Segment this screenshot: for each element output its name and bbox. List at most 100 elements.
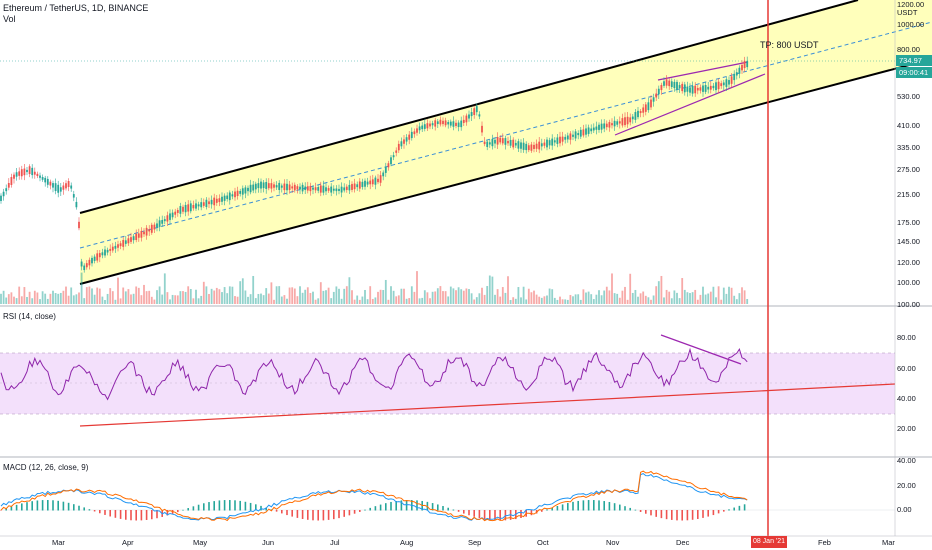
- candle-body: [652, 97, 655, 102]
- volume-bar: [23, 287, 26, 304]
- candle-body: [741, 64, 743, 71]
- volume-bar: [423, 290, 426, 304]
- symbol-title[interactable]: Ethereum / TetherUS, 1D, BINANCE: [3, 3, 149, 13]
- macd-histogram-bar: [281, 510, 283, 514]
- volume-bar: [470, 293, 473, 304]
- candle-body: [114, 245, 117, 249]
- candle-body: [384, 166, 387, 173]
- target-annotation[interactable]: TP: 800 USDT: [760, 40, 819, 50]
- candle-body: [208, 201, 210, 205]
- channel-lower-line[interactable]: [79, 58, 932, 285]
- rsi-line[interactable]: [0, 347, 748, 401]
- candle-body: [249, 184, 252, 193]
- macd-histogram-bar: [52, 500, 54, 511]
- candle-body: [546, 139, 548, 148]
- volume-bar: [91, 288, 93, 304]
- candle-body: [23, 168, 26, 176]
- volume-bar: [327, 287, 330, 304]
- candle-body: [439, 119, 442, 125]
- volume-bar: [275, 286, 278, 304]
- volume-bar: [418, 298, 421, 304]
- volume-bar: [171, 294, 174, 304]
- macd-histogram-bar: [57, 500, 59, 511]
- channel-upper-line[interactable]: [79, 0, 859, 214]
- volume-bar: [231, 286, 234, 304]
- volume-bar: [166, 292, 169, 304]
- volume-bar: [96, 287, 99, 304]
- volume-label[interactable]: Vol: [3, 14, 16, 24]
- candle-body: [291, 186, 294, 189]
- candle-body: [699, 87, 702, 91]
- volume-bar: [535, 294, 538, 304]
- volume-bar: [559, 296, 561, 304]
- candle-body: [618, 121, 621, 124]
- candle-body: [101, 252, 104, 256]
- rsi-trendline[interactable]: [79, 383, 896, 427]
- candle-body: [421, 125, 424, 130]
- candle-body: [96, 253, 99, 261]
- macd-histogram-bar: [197, 504, 200, 511]
- candle-body: [364, 180, 366, 187]
- candle-body: [637, 110, 639, 118]
- macd-histogram-bar: [723, 510, 725, 512]
- rsi-label[interactable]: RSI (14, close): [3, 312, 56, 321]
- volume-bar: [707, 293, 710, 304]
- candle-body: [626, 116, 629, 125]
- volume-bar: [652, 295, 655, 304]
- candle-body: [535, 143, 538, 149]
- volume-bar: [512, 297, 515, 304]
- macd-histogram-bar: [556, 506, 559, 511]
- volume-bar: [361, 296, 364, 304]
- candle-body: [475, 106, 478, 113]
- macd-histogram-bar: [291, 510, 293, 517]
- volume-bar: [135, 286, 138, 304]
- countdown-tag: 09:00:41: [896, 67, 932, 78]
- candle-body: [7, 183, 10, 188]
- volume-bar: [468, 289, 470, 304]
- candle-body: [481, 125, 483, 133]
- candle-body: [434, 120, 437, 127]
- volume-bar: [395, 296, 398, 304]
- volume-bar: [291, 287, 294, 304]
- volume-bar: [616, 293, 619, 304]
- candle-body: [507, 140, 509, 144]
- candle-body: [145, 227, 148, 236]
- macd-histogram-bar: [645, 510, 647, 514]
- candle-body: [62, 185, 65, 190]
- candle-body: [299, 186, 301, 190]
- macd-histogram-bar: [572, 501, 574, 511]
- volume-bar: [143, 284, 145, 304]
- candle-body: [400, 141, 403, 147]
- macd-label[interactable]: MACD (12, 26, close, 9): [3, 463, 89, 472]
- volume-bar: [111, 291, 114, 304]
- candle-body: [629, 117, 632, 123]
- candle-body: [660, 84, 663, 91]
- macd-histogram-bar: [374, 506, 377, 511]
- candle-body: [327, 188, 330, 191]
- candle-body: [174, 211, 177, 215]
- macd-histogram-bar: [166, 510, 169, 516]
- wedge-lower-line[interactable]: [614, 73, 766, 136]
- volume-bar: [465, 288, 468, 304]
- volume-bar: [377, 291, 379, 304]
- candle-body: [416, 128, 418, 133]
- volume-bar: [106, 293, 109, 304]
- wedge-upper-line[interactable]: [657, 61, 749, 81]
- volume-bar: [379, 289, 382, 304]
- macd-signal-line[interactable]: [0, 470, 748, 522]
- candle-body: [314, 187, 317, 191]
- volume-bar: [733, 295, 736, 304]
- volume-bar: [369, 286, 372, 304]
- macd-line[interactable]: [0, 473, 748, 521]
- price-tick-10: 120.00: [897, 258, 920, 267]
- candle-body: [348, 184, 351, 191]
- volume-bar: [670, 298, 673, 304]
- volume-bar: [728, 286, 730, 304]
- macd-histogram-bar: [629, 507, 631, 511]
- volume-bar: [260, 293, 262, 304]
- rsi-divergence-line[interactable]: [660, 334, 742, 365]
- candle-body: [13, 174, 15, 179]
- macd-histogram-bar: [151, 510, 153, 520]
- macd-histogram-bar: [270, 509, 273, 511]
